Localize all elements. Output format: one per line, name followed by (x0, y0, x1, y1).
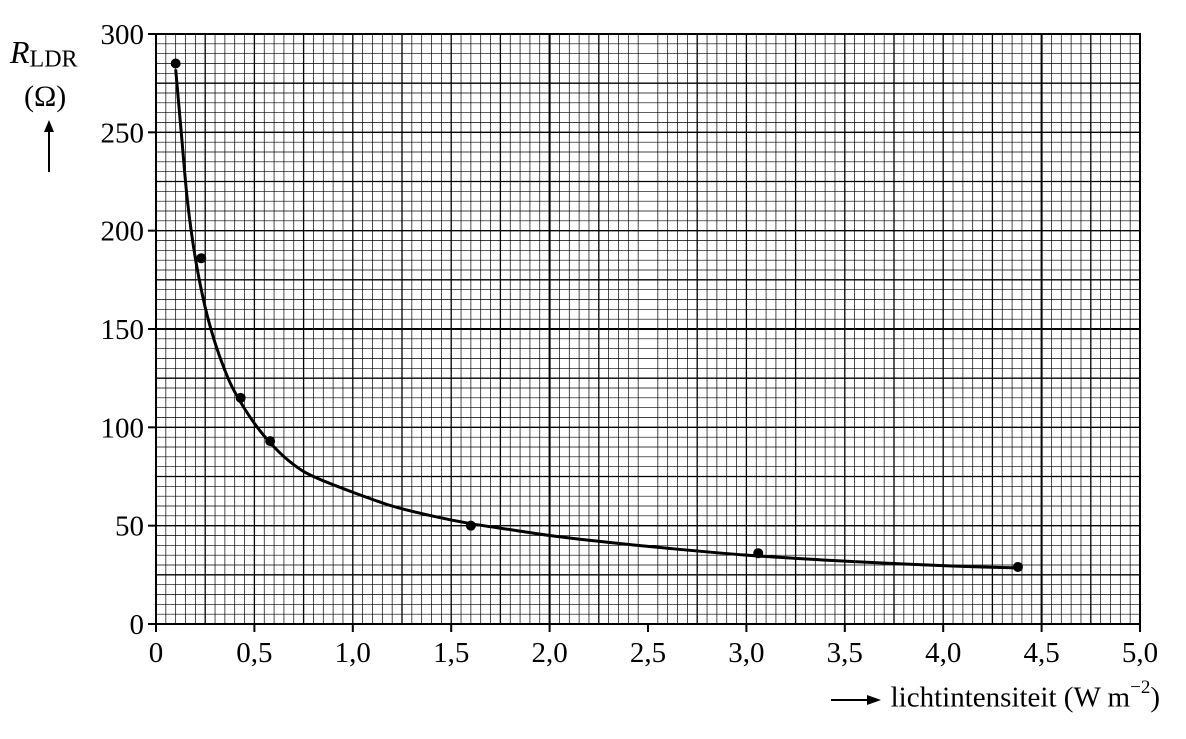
y-tick-label: 200 (101, 216, 145, 248)
x-tick-label: 5,0 (1122, 637, 1158, 669)
x-axis-unit-close: ) (1150, 681, 1160, 714)
data-point (235, 392, 246, 403)
x-tick-label: 3,5 (827, 637, 863, 669)
y-axis-symbol: R (10, 34, 30, 70)
x-tick-label: 3,0 (728, 637, 764, 669)
y-tick-label: 250 (101, 117, 145, 149)
y-tick-label: 150 (101, 314, 145, 346)
fit-curve (174, 69, 1019, 570)
x-tick-label: 4,5 (1023, 637, 1059, 669)
data-point (196, 253, 207, 264)
y-axis-unit: (Ω) (24, 80, 67, 113)
major-grid (156, 34, 1140, 624)
x-axis-unit-exp: −2 (1130, 677, 1151, 698)
data-point (465, 520, 476, 531)
y-tick-label: 0 (130, 609, 145, 641)
x-axis-text: lichtintensiteit (890, 681, 1057, 714)
y-tick-label: 50 (115, 511, 144, 543)
y-tick-label: 100 (101, 412, 145, 444)
y-tick-labels: 0 50 100 150 200 250 300 (101, 19, 145, 641)
y-axis-subscript: LDR (29, 46, 78, 73)
x-tick-label: 0,5 (236, 637, 272, 669)
x-tick-label: 0 (149, 637, 164, 669)
data-point (753, 548, 764, 559)
x-tick-label: 4,0 (925, 637, 961, 669)
x-tick-label: 1,5 (433, 637, 469, 669)
y-tick-label: 300 (101, 19, 145, 51)
x-tick-label: 2,5 (630, 637, 666, 669)
data-point (265, 436, 276, 447)
x-axis-arrow (831, 694, 882, 705)
x-axis-unit-open: (W m (1063, 681, 1131, 714)
y-axis-label: RLDR (10, 36, 78, 72)
x-tick-label: 2,0 (531, 637, 567, 669)
data-point (1012, 561, 1023, 572)
data-points (170, 58, 1023, 572)
x-axis-label: → lichtintensiteit (W m−2) (831, 678, 1160, 712)
y-axis-arrow (44, 120, 54, 172)
x-tick-label: 1,0 (335, 637, 371, 669)
x-tick-labels: 0 0,5 1,0 1,5 2,0 2,5 3,0 3,5 4,0 4,5 5,0 (149, 637, 1158, 669)
axes (148, 33, 1141, 632)
data-point (170, 58, 181, 69)
